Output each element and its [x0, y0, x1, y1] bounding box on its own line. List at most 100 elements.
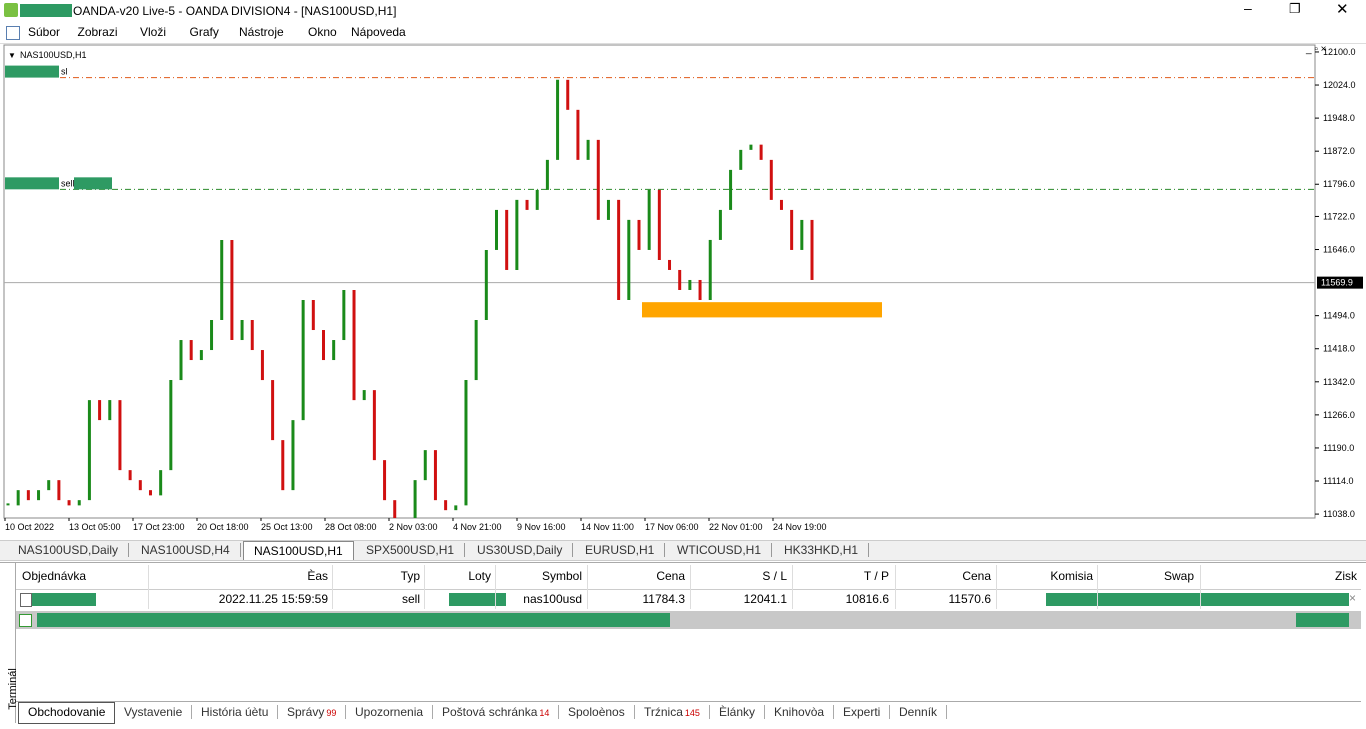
chart-tab[interactable]: US30USD,Daily — [467, 543, 574, 557]
redacted — [1296, 613, 1349, 627]
chart-tab[interactable]: EURUSD,H1 — [575, 543, 666, 557]
column-border — [996, 565, 997, 609]
chart-tab[interactable]: WTICOUSD,H1 — [667, 543, 772, 557]
x-tick-label: 22 Nov 01:00 — [709, 522, 763, 532]
maximize[interactable]: ❐ — [1289, 1, 1301, 16]
column-header[interactable]: Zisk — [1335, 569, 1357, 583]
chart-tab[interactable]: NAS100USD,H4 — [131, 543, 241, 557]
column-border — [332, 565, 333, 609]
terminal-tab[interactable]: Trźnica 145 — [635, 705, 710, 719]
column-header[interactable]: Objednávka — [22, 569, 87, 583]
column-border — [424, 565, 425, 609]
y-tick-label: 11948.0 — [1323, 113, 1355, 123]
terminal-tab[interactable]: Vystavenie — [115, 705, 193, 719]
redacted — [1046, 593, 1349, 606]
close[interactable]: ✕ — [1336, 1, 1349, 18]
menu-item[interactable]: Nástroje — [239, 25, 284, 39]
column-header[interactable]: Swap — [1163, 569, 1194, 583]
plot — [4, 77, 1315, 518]
tab-label: Knihovòa — [774, 705, 825, 719]
cell: 11570.6 — [948, 592, 992, 606]
tab-badge: 99 — [326, 708, 337, 718]
y-tick-label: 11722.0 — [1323, 211, 1355, 221]
y-tick-label: 11494.0 — [1323, 311, 1355, 321]
terminal-tab[interactable]: Obchodovanie — [18, 702, 116, 724]
terminal-tab[interactable]: Denník — [890, 705, 948, 719]
x-tick-label: 9 Nov 16:00 — [517, 522, 566, 532]
chart-tab[interactable]: NAS100USD,Daily — [8, 543, 130, 557]
y-tick-label: 11646.0 — [1323, 245, 1355, 255]
x-tick-label: 10 Oct 2022 — [5, 522, 54, 532]
terminal-tab[interactable]: Správy 99 — [278, 705, 347, 719]
title-bar: OANDA-v20 Live-5 - OANDA DIVISION4 - [NA… — [0, 0, 1366, 22]
cell: sell — [401, 592, 420, 606]
plot-frame — [3, 44, 1316, 519]
redacted — [74, 177, 112, 190]
summary-icon — [19, 614, 32, 627]
tab-label: Spoloènos — [568, 705, 625, 719]
column-border — [587, 565, 588, 609]
chart-tab[interactable]: SPX500USD,H1 — [356, 543, 466, 557]
x-tick-label: 2 Nov 03:00 — [389, 522, 438, 532]
terminal-tab[interactable]: Èlánky — [710, 705, 766, 719]
column-header[interactable]: T / P — [863, 569, 889, 583]
y-tick-label: 11266.0 — [1323, 410, 1355, 420]
redacted — [5, 177, 59, 190]
menu-item[interactable]: Nápoveda — [351, 25, 406, 39]
menu-item[interactable]: Grafy — [189, 25, 219, 39]
x-tick-label: 20 Oct 18:00 — [197, 522, 249, 532]
column-header[interactable]: Typ — [400, 569, 420, 583]
terminal-tab[interactable]: Knihovòa — [765, 705, 835, 719]
menu-item[interactable]: Okno — [308, 25, 337, 39]
column-border — [1200, 565, 1201, 609]
y-tick-label: 11190.0 — [1323, 443, 1354, 453]
doc-icon — [6, 26, 20, 40]
column-header[interactable]: Cena — [656, 569, 685, 583]
column-header[interactable]: Symbol — [541, 569, 582, 583]
cell: 11784.3 — [642, 592, 686, 606]
menu-item[interactable]: Zobrazi — [77, 25, 118, 39]
cell: nas100usd — [523, 592, 582, 606]
window-title: OANDA-v20 Live-5 - OANDA DIVISION4 - [NA… — [73, 4, 397, 18]
terminal-tab[interactable]: História úètu — [192, 705, 279, 719]
menu-item[interactable]: Súbor — [28, 25, 61, 39]
x-tick-label: 4 Nov 21:00 — [453, 522, 502, 532]
minimize[interactable]: – — [1244, 0, 1252, 16]
tab-label: Vystavenie — [124, 705, 183, 719]
terminal-tab[interactable]: Spoloènos — [559, 705, 635, 719]
chart-controls[interactable]: _ ▫ × — [1305, 44, 1327, 55]
y-tick-label: 12024.0 — [1323, 80, 1356, 90]
y-tick-label: 11418.0 — [1323, 344, 1355, 354]
column-header[interactable]: Cena — [962, 569, 991, 583]
chart-tab[interactable]: NAS100USD,H1 — [243, 541, 354, 560]
column-header[interactable]: Èas — [307, 569, 328, 583]
column-header[interactable]: Komisia — [1050, 569, 1093, 583]
terminal-tab[interactable]: Poštová schránka 14 — [433, 705, 560, 719]
terminal-label: Terminál — [6, 668, 19, 710]
redacted — [37, 613, 670, 627]
column-border — [895, 565, 896, 609]
terminal-tab[interactable]: Upozornenia — [346, 705, 434, 719]
tab-label: Denník — [899, 705, 938, 719]
column-header[interactable]: Loty — [468, 569, 491, 583]
chart-tab[interactable]: HK33HKD,H1 — [774, 543, 870, 557]
tab-label: Poštová schránka — [442, 705, 538, 719]
tab-label: Èlánky — [719, 705, 756, 719]
column-header[interactable]: S / L — [762, 569, 787, 583]
redacted — [5, 65, 59, 78]
y-tick-label: 11038.0 — [1323, 509, 1355, 519]
chart-tabs: NAS100USD,Daily NAS100USD,H4 NAS100USD,H1 S… — [0, 540, 1366, 561]
column-border — [1097, 565, 1098, 609]
x-tick-label: 13 Oct 05:00 — [69, 522, 121, 532]
close-order[interactable]: × — [1349, 591, 1357, 605]
tab-label: Trźnica — [644, 705, 683, 719]
x-tick-label: 14 Nov 11:00 — [581, 522, 634, 532]
column-border — [690, 565, 691, 609]
chart: ▼ NAS100USD,H1 _ ▫ × 12100.0 12024.0 11948… — [3, 44, 1363, 532]
terminal-tab[interactable]: Experti — [834, 705, 891, 719]
column-border — [792, 565, 793, 609]
header-line — [16, 589, 1361, 590]
menu-item[interactable]: Vloži — [140, 25, 167, 39]
tab-label: História úètu — [201, 705, 269, 719]
menu-bar: Súbor Zobrazi Vloži Grafy Nástroje Okno Nápove… — [0, 22, 1366, 44]
